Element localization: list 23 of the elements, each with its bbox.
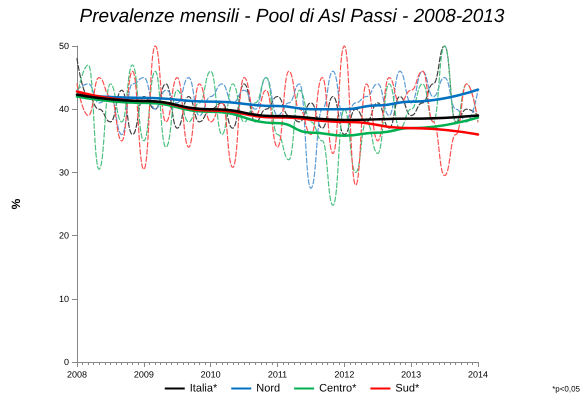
line-series	[76, 70, 479, 189]
line-series	[76, 45, 479, 136]
x-tick-label: 2012	[334, 370, 354, 380]
x-tick-label: 2013	[401, 370, 422, 380]
y-tick-label: 0	[64, 357, 69, 367]
x-tick-label: 2010	[200, 370, 221, 380]
legend-label: Sud*	[395, 382, 420, 394]
x-tick-label: 2011	[268, 370, 288, 380]
chart-title: Prevalenze mensili - Pool di Asl Passi - 2008-2013	[80, 6, 505, 27]
y-tick-label: 30	[58, 167, 69, 178]
x-tick-label: 2009	[134, 370, 154, 380]
legend-label: Italia*	[190, 382, 218, 394]
text: *p<0,05	[552, 384, 581, 394]
legend-label: Centro*	[319, 382, 358, 394]
y-tick-label: 20	[58, 230, 69, 241]
legend-label: Nord	[256, 382, 280, 394]
y-axis-title: %	[9, 198, 23, 210]
line-series	[76, 93, 480, 122]
y-tick-label: 10	[58, 294, 69, 304]
y-tick-label: 50	[58, 41, 69, 51]
x-tick-label: 2014	[468, 370, 488, 380]
y-tick-label: 40	[58, 104, 69, 114]
x-tick-label: 2008	[66, 370, 88, 380]
